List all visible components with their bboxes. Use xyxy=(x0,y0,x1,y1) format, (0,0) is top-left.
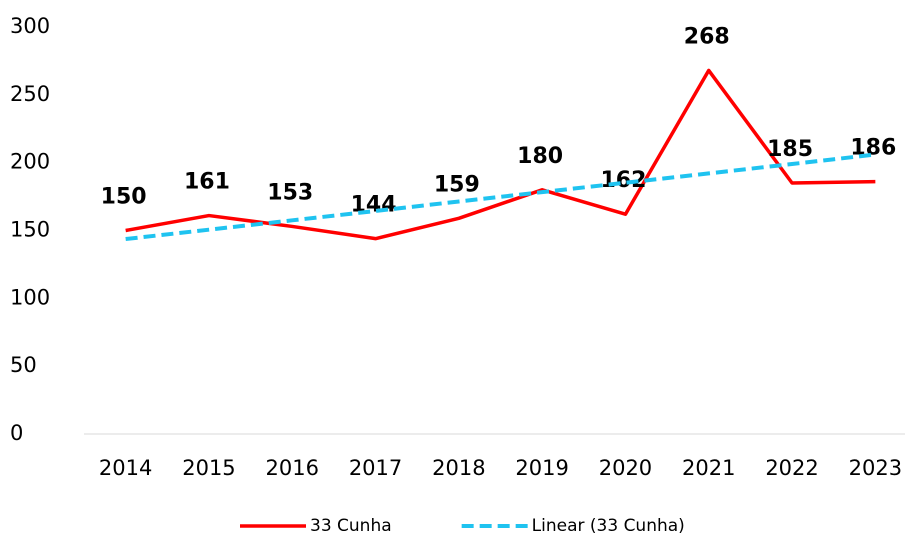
x-tick-label: 2014 xyxy=(99,456,152,480)
data-label: 180 xyxy=(517,144,563,169)
data-label: 185 xyxy=(767,137,813,162)
y-tick-label: 250 xyxy=(10,82,50,106)
series-line xyxy=(125,68,876,241)
x-tick-label: 2023 xyxy=(849,456,902,480)
data-label: 161 xyxy=(184,170,230,195)
data-label: 186 xyxy=(850,136,896,161)
y-tick-label: 200 xyxy=(10,150,50,174)
x-tick-label: 2015 xyxy=(182,456,235,480)
x-tick-label: 2016 xyxy=(266,456,319,480)
series-line xyxy=(125,152,876,242)
y-tick-label: 0 xyxy=(10,421,23,445)
y-tick-label: 100 xyxy=(10,285,50,309)
legend-label: 33 Cunha xyxy=(310,516,392,536)
x-tick-label: 2019 xyxy=(515,456,568,480)
x-tick-label: 2021 xyxy=(682,456,735,480)
data-label: 159 xyxy=(434,172,480,197)
data-label: 150 xyxy=(101,185,147,210)
x-tick-label: 2022 xyxy=(765,456,818,480)
x-tick-label: 2017 xyxy=(349,456,402,480)
legend-label: Linear (33 Cunha) xyxy=(532,516,685,536)
y-tick-label: 300 xyxy=(10,14,50,38)
x-tick-label: 2018 xyxy=(432,456,485,480)
data-label: 162 xyxy=(600,168,646,193)
data-label: 268 xyxy=(684,24,730,49)
y-tick-label: 50 xyxy=(10,353,37,377)
data-label: 153 xyxy=(267,180,313,205)
y-tick-label: 150 xyxy=(10,218,50,242)
x-tick-label: 2020 xyxy=(599,456,652,480)
data-label: 144 xyxy=(351,193,397,218)
